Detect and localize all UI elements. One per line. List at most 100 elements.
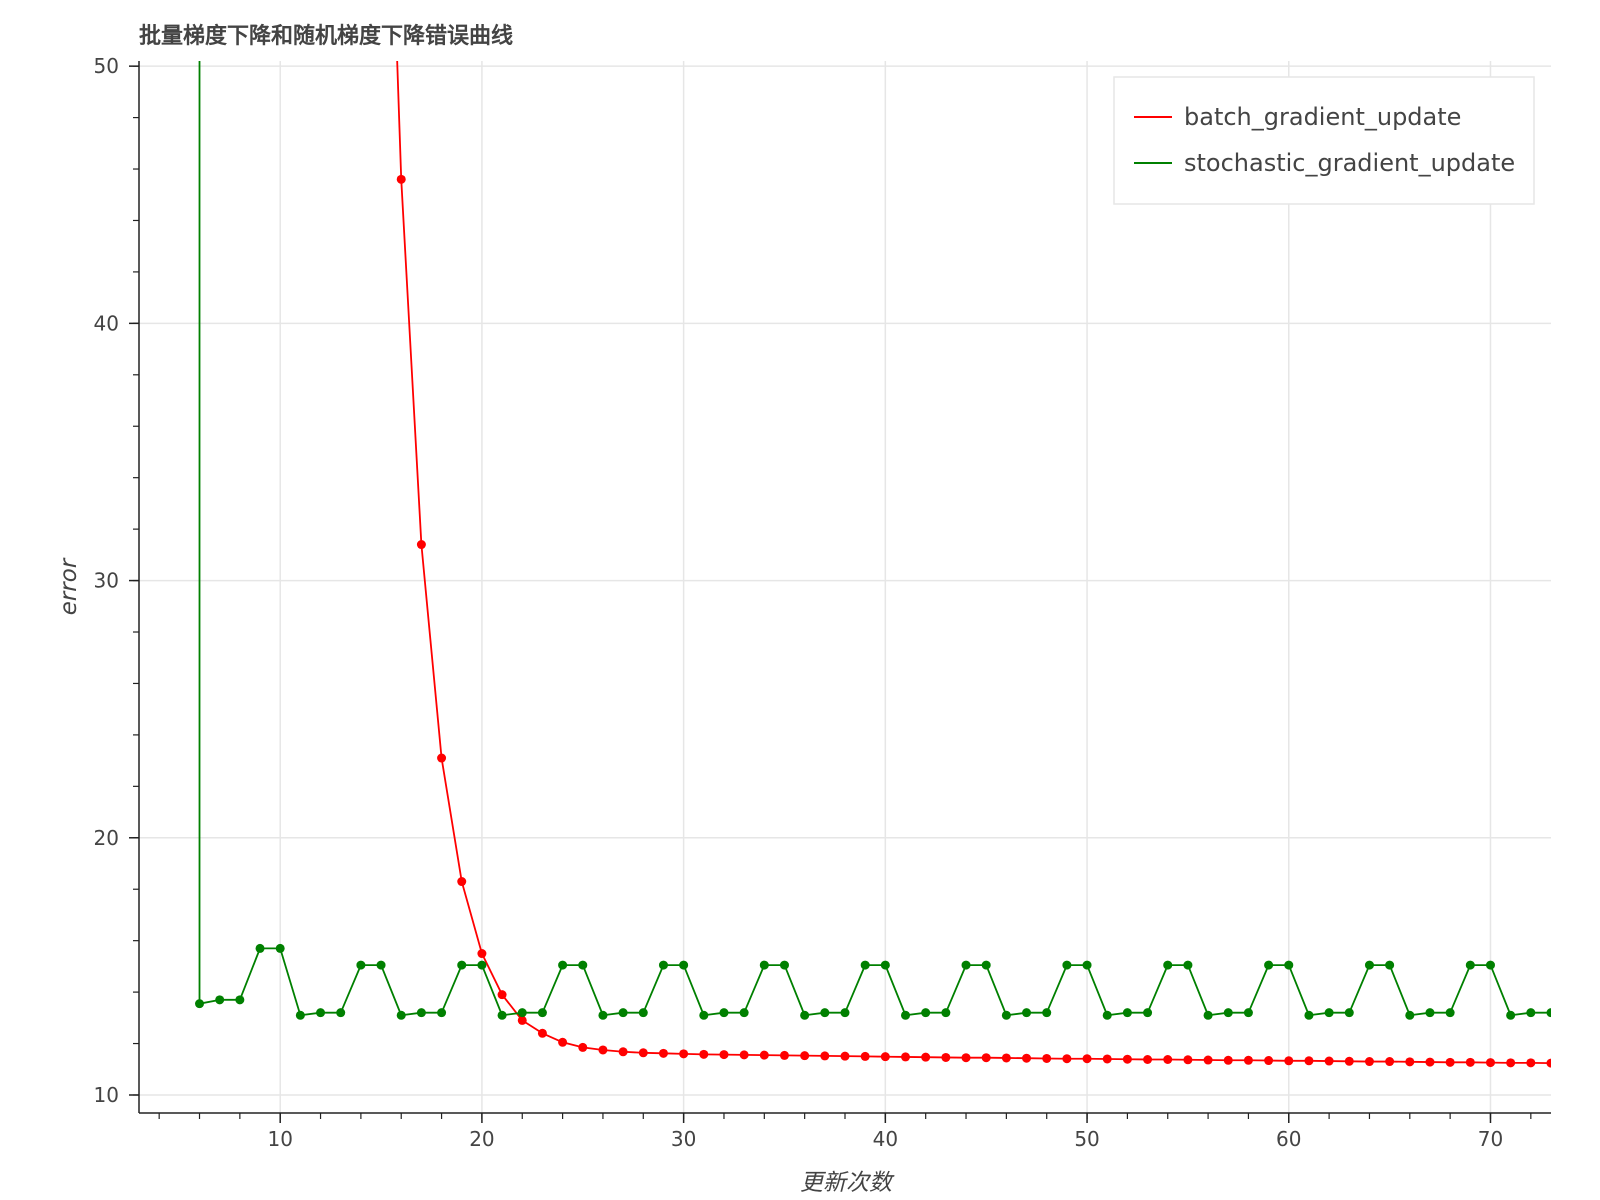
y-tick-label: 40 — [94, 311, 119, 335]
data-point-0 — [1001, 1053, 1011, 1063]
data-point-1 — [517, 1008, 527, 1018]
data-point-1 — [618, 1008, 628, 1018]
x-tick-label: 70 — [1478, 1127, 1503, 1151]
data-point-1 — [1465, 960, 1475, 970]
data-point-1 — [1022, 1008, 1032, 1018]
data-point-1 — [1143, 1008, 1153, 1018]
data-point-0 — [1304, 1056, 1314, 1066]
data-point-0 — [1506, 1058, 1516, 1068]
data-point-1 — [1284, 960, 1294, 970]
data-point-1 — [437, 1008, 447, 1018]
data-point-1 — [1203, 1010, 1213, 1020]
data-point-1 — [1183, 960, 1193, 970]
data-point-1 — [961, 960, 971, 970]
legend-label-stochastic: stochastic_gradient_update — [1184, 149, 1515, 177]
data-point-1 — [699, 1010, 709, 1020]
data-point-1 — [356, 960, 366, 970]
data-point-1 — [1425, 1008, 1435, 1018]
data-point-0 — [1405, 1057, 1415, 1067]
data-point-1 — [235, 995, 245, 1005]
data-point-1 — [1042, 1008, 1052, 1018]
data-point-0 — [860, 1051, 870, 1061]
data-point-0 — [1022, 1053, 1032, 1063]
data-point-1 — [840, 1008, 850, 1018]
axes: 10 20 30 40 50 60 70 10 20 30 40 50 — [94, 54, 1551, 1151]
data-point-0 — [759, 1050, 769, 1060]
data-point-1 — [275, 943, 285, 953]
data-point-0 — [1203, 1055, 1213, 1065]
data-point-1 — [1082, 960, 1092, 970]
data-point-1 — [1264, 960, 1274, 970]
data-point-0 — [1122, 1054, 1132, 1064]
data-point-0 — [779, 1050, 789, 1060]
data-point-0 — [1183, 1055, 1193, 1065]
data-point-0 — [1344, 1056, 1354, 1066]
data-point-0 — [1143, 1054, 1153, 1064]
data-point-1 — [860, 960, 870, 970]
data-point-1 — [719, 1008, 729, 1018]
legend: batch_gradient_update stochastic_gradien… — [1113, 76, 1535, 205]
series-layer — [195, 61, 1551, 1068]
data-point-1 — [1445, 1008, 1455, 1018]
y-axis-label: error — [56, 557, 82, 615]
data-point-1 — [1385, 960, 1395, 970]
data-point-1 — [1243, 1008, 1253, 1018]
data-point-1 — [396, 1010, 406, 1020]
data-point-0 — [1364, 1057, 1374, 1067]
data-point-0 — [739, 1050, 749, 1060]
data-point-0 — [598, 1045, 608, 1055]
data-point-1 — [679, 960, 689, 970]
data-point-1 — [1526, 1008, 1536, 1018]
data-point-1 — [941, 1008, 951, 1018]
data-point-0 — [658, 1048, 668, 1058]
chart-title: 批量梯度下降和随机梯度下降错误曲线 — [139, 23, 513, 49]
data-point-0 — [840, 1051, 850, 1061]
data-point-0 — [1445, 1057, 1455, 1067]
x-tick-label: 20 — [469, 1127, 494, 1151]
data-point-0 — [1546, 1058, 1551, 1068]
data-point-1 — [901, 1010, 911, 1020]
data-point-0 — [981, 1053, 991, 1063]
data-point-1 — [759, 960, 769, 970]
data-point-1 — [1546, 1008, 1551, 1018]
data-point-0 — [1102, 1054, 1112, 1064]
y-tick-label: 20 — [94, 826, 119, 850]
data-point-0 — [880, 1052, 890, 1062]
data-point-1 — [477, 960, 487, 970]
data-point-1 — [295, 1010, 305, 1020]
data-point-0 — [1425, 1057, 1435, 1067]
y-tick-label: 30 — [94, 569, 119, 593]
data-point-1 — [981, 960, 991, 970]
data-point-1 — [1485, 960, 1495, 970]
data-point-0 — [558, 1037, 568, 1047]
data-point-1 — [1324, 1008, 1334, 1018]
data-point-1 — [316, 1008, 326, 1018]
data-point-1 — [497, 1010, 507, 1020]
data-point-1 — [921, 1008, 931, 1018]
data-point-0 — [437, 753, 447, 763]
data-point-0 — [679, 1049, 689, 1059]
data-point-0 — [1062, 1054, 1072, 1064]
data-point-1 — [1223, 1008, 1233, 1018]
data-point-0 — [1284, 1056, 1294, 1066]
data-point-0 — [618, 1047, 628, 1057]
data-point-0 — [820, 1051, 830, 1061]
data-point-1 — [820, 1008, 830, 1018]
x-axis-label: 更新次数 — [800, 1170, 895, 1196]
data-point-0 — [638, 1048, 648, 1058]
data-point-1 — [336, 1008, 346, 1018]
data-point-0 — [1526, 1058, 1536, 1068]
data-point-1 — [558, 960, 568, 970]
data-point-0 — [416, 540, 426, 550]
x-tick-label: 50 — [1074, 1127, 1099, 1151]
data-point-0 — [396, 174, 406, 184]
y-tick-label: 10 — [94, 1083, 119, 1107]
data-point-1 — [1062, 960, 1072, 970]
data-point-0 — [1324, 1056, 1334, 1066]
data-point-1 — [1122, 1008, 1132, 1018]
data-point-1 — [376, 960, 386, 970]
data-point-1 — [1163, 960, 1173, 970]
data-point-0 — [1042, 1053, 1052, 1063]
legend-label-batch: batch_gradient_update — [1184, 103, 1461, 131]
data-point-0 — [921, 1052, 931, 1062]
